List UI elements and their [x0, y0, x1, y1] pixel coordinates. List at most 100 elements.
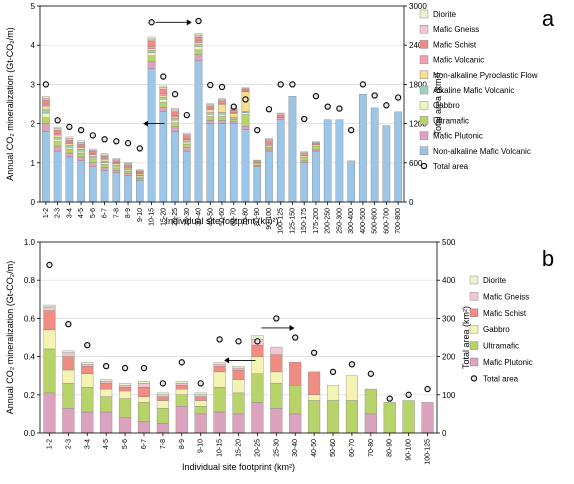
- panel-b-xtick-label: 9-10: [198, 439, 205, 453]
- panel-b-bar-ultramafic: [137, 402, 151, 422]
- panel-a-ytick-label: 5: [31, 2, 36, 11]
- panel-a-bar-mafic-schist: [135, 171, 144, 174]
- panel-a-legend-swatch: [419, 9, 429, 19]
- panel-b-legend-label: Total area: [483, 374, 519, 383]
- panel-b-bar-diorite: [194, 392, 207, 395]
- panel-b-bar-mafic-schist: [194, 396, 207, 401]
- panel-a-bar-ultramafic: [112, 167, 121, 171]
- panel-a-ytick-label: 0: [31, 198, 36, 207]
- panel-b-legend-label: Mafic Gneiss: [483, 292, 529, 301]
- panel-a-bar-mafic-plutonic: [194, 54, 203, 62]
- panel-b-bar-mafic-gneiss: [100, 381, 113, 384]
- panel-a-total-area-point: [89, 132, 96, 139]
- panel-b-ytick-label: 0.6: [24, 314, 36, 323]
- panel-a-total-area-point: [383, 102, 390, 109]
- panel-b-y2tick-label: 400: [442, 276, 456, 285]
- panel-a-total-area-point: [124, 140, 132, 147]
- panel-a-bar-alkaline-mafic-volcanic: [182, 140, 191, 143]
- panel-a-bar-mafic-volcanic: [42, 103, 50, 107]
- panel-b-ytick-label: 0.0: [24, 429, 36, 438]
- panel-a-xtick-label: 150-175: [301, 208, 308, 234]
- panel-a-total-area-point: [371, 92, 378, 99]
- panel-a-xtick-label: 1-2: [43, 208, 50, 218]
- panel-a-bar-non-alkaline-mafic-volcanic: [135, 180, 144, 203]
- panel-a-bar-diorite: [194, 33, 203, 36]
- panel-b-total-area-point: [348, 361, 356, 368]
- panel-b-legend-label: Mafic Plutonic: [483, 358, 533, 367]
- panel-a-bar-gabbro: [241, 112, 250, 115]
- panel-a-bar-ultramafic: [253, 163, 262, 166]
- panel-a-bar-non-alkaline-mafic-volcanic: [42, 131, 50, 203]
- panel-a-xtick-label: 80-90: [254, 208, 261, 226]
- panel-a-xtick-label: 3-4: [66, 208, 73, 218]
- panel-b-bar-mafic-plutonic: [43, 392, 56, 434]
- panel-a-bar-non-alkaline-mafic-volcanic: [89, 166, 97, 203]
- panel-a-y2tick-label: 2400: [409, 41, 427, 50]
- panel-a-total-area-point: [136, 145, 143, 152]
- panel-b-bar-ultramafic: [345, 400, 358, 434]
- panel-a-bar-mafic-gneiss: [112, 159, 121, 162]
- panel-a-bar-gabbro: [100, 162, 109, 165]
- panel-a-bar-non-alkaline-mafic-volcanic: [347, 160, 355, 203]
- panel-a-bar-alkaline-mafic-volcanic: [241, 111, 250, 113]
- panel-b-bar-mafic-plutonic: [81, 411, 94, 434]
- panel-a-bar-mafic-gneiss: [100, 154, 109, 157]
- panel-b-bar-diorite: [100, 379, 113, 382]
- panel-a-legend-swatch-total-area: [420, 162, 428, 170]
- panel-a-bar-mafic-schist: [300, 153, 309, 156]
- panel-a-total-area-point: [359, 81, 367, 88]
- panel-a-legend-swatch: [419, 131, 429, 140]
- panel-b-y2tick-label: 0: [442, 429, 447, 438]
- panel-a-bar-mafic-schist: [194, 36, 203, 42]
- panel-a-legend-swatch: [419, 70, 429, 80]
- panel-b-total-area-point: [235, 338, 242, 345]
- panel-a-bar-non-alkaline-pyroclastic-flow: [147, 48, 156, 51]
- panel-a-bar-alkaline-mafic-volcanic: [77, 149, 85, 152]
- panel-a-bar-non-alkaline-pyroclastic-flow: [124, 167, 132, 169]
- panel-b-bar-diorite: [137, 381, 151, 384]
- panel-b-legend-swatch: [469, 325, 479, 334]
- panel-a-xtick-label: 100-125: [278, 208, 285, 234]
- panel-b-total-area-point: [178, 359, 185, 366]
- panel-a-bar-mafic-volcanic: [171, 115, 179, 118]
- panel-a-bar-diorite: [276, 112, 285, 114]
- panel-b-legend-label: Gabbro: [483, 325, 510, 334]
- panel-a-bar-gabbro: [218, 114, 226, 117]
- panel-a-xtick-label: 9-10: [137, 208, 144, 222]
- panel-a-legend-swatch: [419, 85, 429, 95]
- panel-a-bar-gabbro: [53, 139, 62, 142]
- panel-a-bar-mafic-gneiss: [77, 142, 85, 145]
- panel-a-xtick-label: 15-20: [160, 208, 167, 226]
- panel-b-total-area-point: [140, 364, 148, 372]
- panel-a-bar-diorite: [206, 103, 215, 105]
- panel-a-bar-diorite: [265, 138, 273, 140]
- panel-a-bar-alkaline-mafic-volcanic: [42, 109, 50, 114]
- panel-a-bar-diorite: [241, 87, 250, 89]
- panel-a-bar-mafic-plutonic: [171, 126, 179, 132]
- panel-b-xtick-label: 3-4: [84, 439, 91, 449]
- panel-a-bar-mafic-gneiss: [206, 104, 215, 107]
- panel-a-bar-mafic-gneiss: [147, 38, 156, 42]
- panel-a-legend-label: Non-alkaline Mafic Volcanic: [433, 147, 531, 156]
- panel-a-arrowhead-right: [186, 19, 192, 26]
- panel-a-bar-mafic-volcanic: [265, 143, 273, 147]
- panel-a-bar-diorite: [182, 132, 191, 135]
- panel-b-bar-mafic-gneiss: [137, 383, 151, 388]
- panel-a-total-area-point: [171, 91, 179, 98]
- panel-a-bar-mafic-schist: [241, 88, 250, 92]
- panel-a-bar-non-alkaline-mafic-volcanic: [359, 94, 367, 203]
- panel-b-xtick-label: 4-5: [103, 439, 110, 449]
- panel-b-bar-mafic-gneiss: [62, 352, 75, 357]
- panel-b-total-area-point: [121, 364, 129, 372]
- panel-b-bar-diorite: [232, 365, 245, 369]
- panel-a-xtick-label: 125-150: [289, 208, 296, 234]
- panel-b-total-area-point: [273, 315, 280, 322]
- panel-a-bar-non-alkaline-pyroclastic-flow: [159, 95, 168, 98]
- panel-a-legend-label: Ultramafic: [433, 116, 469, 125]
- panel-a-bar-mafic-schist: [182, 135, 191, 140]
- panel-b-xtick-label: 25-30: [273, 439, 280, 457]
- panel-b-bar-mafic-plutonic: [421, 402, 434, 434]
- panel-a-bar-non-alkaline-mafic-volcanic: [65, 156, 74, 203]
- panel-a-xtick-label: 600-700: [383, 208, 390, 234]
- panel-b-total-area-point: [103, 362, 110, 370]
